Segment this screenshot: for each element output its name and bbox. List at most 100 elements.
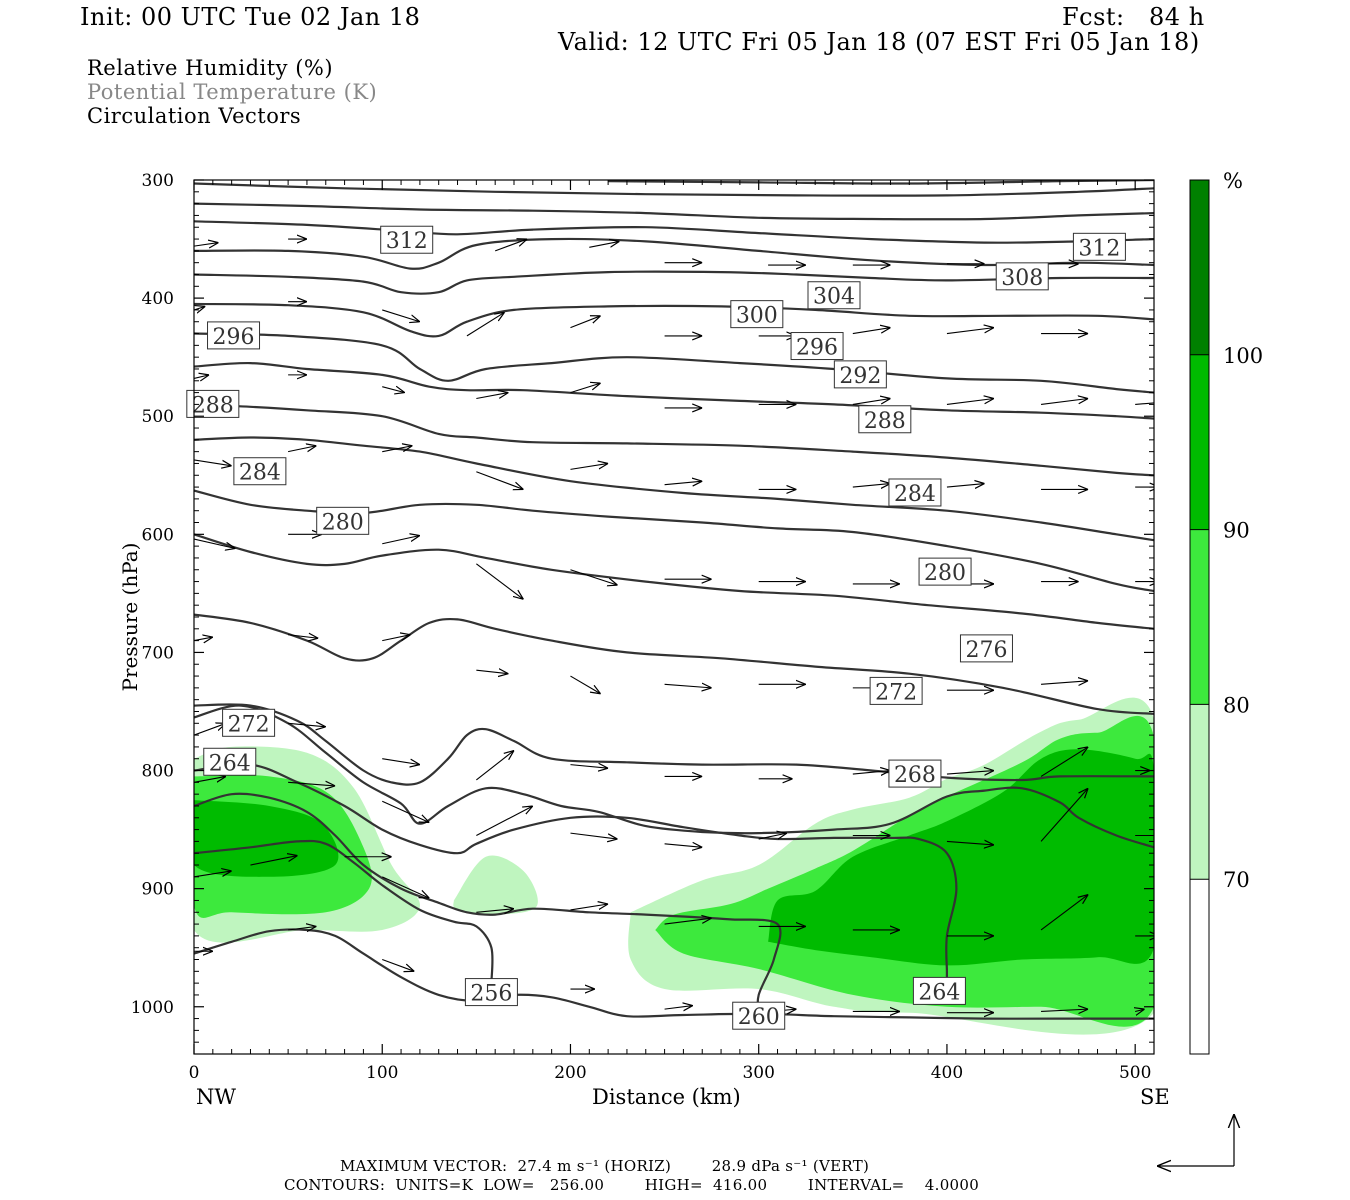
theta-contour-260 — [194, 839, 494, 984]
circulation-vector — [664, 481, 703, 485]
field-label-theta: Potential Temperature (K) — [87, 80, 378, 104]
y-axis-label: Pressure (hPa) — [118, 542, 142, 692]
x-tick-label: 400 — [931, 1063, 963, 1083]
circulation-vector — [1135, 402, 1154, 405]
theta-label-284: 284 — [233, 457, 287, 486]
svg-text:280: 280 — [924, 561, 966, 586]
circulation-vector — [570, 765, 608, 769]
svg-text:264: 264 — [209, 751, 251, 776]
theta-contour-328 — [194, 182, 1154, 197]
theta-label-264: 264 — [912, 976, 966, 1005]
circulation-vector — [288, 782, 335, 786]
x-tick-label: 300 — [742, 1063, 774, 1083]
circulation-vector — [570, 316, 600, 329]
svg-text:276: 276 — [965, 638, 1007, 663]
colorbar-segment — [1190, 529, 1209, 705]
vector-layer — [194, 239, 1154, 1013]
y-tick-label: 300 — [142, 171, 174, 191]
svg-text:312: 312 — [1078, 236, 1120, 261]
svg-text:288: 288 — [192, 393, 234, 418]
y-tick-label: 700 — [142, 643, 174, 663]
theta-label-264: 264 — [203, 747, 257, 776]
colorbar-label: 70 — [1223, 868, 1250, 892]
circulation-vector — [1135, 1009, 1144, 1011]
circulation-vector — [382, 536, 420, 545]
theta-contour-304 — [194, 332, 1154, 394]
colorbar-segment — [1190, 180, 1209, 355]
theta-label-272: 272 — [869, 676, 923, 705]
circulation-vector — [664, 918, 712, 925]
theta-label-280: 280 — [918, 557, 972, 586]
colorbar-frame — [1189, 179, 1210, 1055]
theta-contour-316 — [194, 237, 1154, 270]
theta-label-272: 272 — [222, 708, 276, 737]
circulation-vector — [194, 637, 213, 641]
svg-text:256: 256 — [470, 982, 512, 1007]
x-tick-label: 100 — [366, 1063, 398, 1083]
theta-label-268: 268 — [888, 759, 942, 788]
circulation-vector — [194, 871, 232, 878]
y-tick-label: 600 — [142, 525, 174, 545]
theta-contour-320 — [194, 220, 1154, 244]
circulation-vector — [382, 446, 412, 453]
circulation-vector — [476, 563, 523, 599]
axis-layer: 300 400 500 600 700 800 900 1000 0 100 200 300 400 50… — [131, 171, 1155, 1083]
circulation-vector — [382, 387, 405, 393]
circulation-vector — [946, 484, 985, 488]
theta-contour-268 — [194, 763, 958, 984]
circulation-vector — [1040, 747, 1088, 777]
circulation-vector — [194, 459, 232, 466]
circulation-vector — [1040, 895, 1088, 931]
circulation-vector — [664, 1006, 693, 1010]
y-tick-label: 800 — [142, 762, 174, 782]
circulation-vector — [382, 635, 410, 641]
field-label-rh: Relative Humidity (%) — [87, 56, 334, 80]
circulation-vector — [946, 328, 994, 335]
circulation-vector — [194, 306, 205, 310]
circulation-vector — [466, 312, 505, 337]
circulation-vector — [382, 309, 420, 322]
circulation-vector — [570, 904, 608, 911]
valid-time: Valid: 12 UTC Fri 05 Jan 18 (07 EST Fri … — [558, 28, 1200, 56]
y-tick-label: 900 — [142, 880, 174, 900]
x-axis-right-end-label: SE — [1140, 1085, 1170, 1109]
theta-contour-308 — [194, 302, 1154, 338]
y-tick-label: 500 — [142, 407, 174, 427]
theta-contour-272 — [194, 704, 1154, 849]
theta-label-296: 296 — [207, 321, 261, 350]
x-axis-label: Distance (km) — [592, 1085, 741, 1109]
x-tick-label: 500 — [1119, 1063, 1151, 1083]
circulation-vector — [1040, 399, 1088, 405]
circulation-vector — [1041, 1009, 1088, 1011]
circulation-vector — [758, 833, 787, 839]
x-axis-left-end-label: NW — [196, 1085, 236, 1109]
circulation-vector — [476, 670, 508, 674]
theta-contour-292 — [194, 436, 1154, 542]
theta-label-304: 304 — [807, 281, 861, 310]
svg-text:268: 268 — [894, 763, 936, 788]
circulation-vector — [946, 399, 994, 405]
circulation-vector — [288, 723, 326, 727]
reference-vector-arrows — [1157, 1114, 1234, 1166]
theta-label-280: 280 — [316, 506, 370, 535]
svg-text:304: 304 — [813, 285, 855, 310]
circulation-vector — [476, 471, 523, 490]
init-time: Init: 00 UTC Tue 02 Jan 18 — [80, 3, 421, 31]
circulation-vector — [1041, 681, 1088, 685]
circulation-vector — [852, 771, 891, 775]
theta-contour-296 — [194, 403, 1154, 477]
svg-text:308: 308 — [1001, 266, 1043, 291]
circulation-vector — [194, 243, 218, 247]
theta-label-288: 288 — [858, 405, 912, 434]
theta-contour-324 — [194, 202, 1154, 221]
circulation-vector — [382, 800, 429, 822]
circulation-vector — [382, 758, 420, 765]
theta-label-276: 276 — [959, 634, 1013, 663]
circulation-vector — [288, 926, 316, 930]
svg-text:292: 292 — [839, 364, 881, 389]
colorbar-label: 90 — [1223, 519, 1250, 543]
svg-text:312: 312 — [386, 229, 428, 254]
theta-contour-264 — [194, 792, 782, 1017]
circulation-vector — [250, 856, 297, 866]
